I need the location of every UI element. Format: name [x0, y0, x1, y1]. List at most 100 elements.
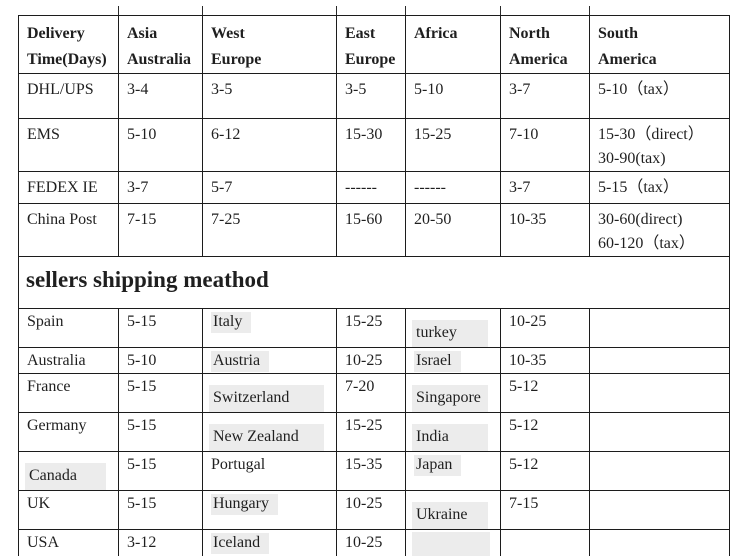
header-cell: North America — [500, 15, 590, 74]
empty-cell — [589, 412, 730, 452]
grid-line-stub — [500, 6, 501, 16]
empty-cell — [500, 529, 590, 556]
days-cell: 5-12 — [500, 451, 590, 491]
empty-cell — [589, 451, 730, 491]
seller-row: Germany 5-15 New Zealand 15-25 India 5-12 — [18, 412, 730, 452]
delivery-days-cell: 15-25 — [405, 118, 501, 172]
delivery-days-cell: 7-15 — [118, 203, 203, 257]
seller-row: Spain 5-15 Italy 15-25 turkey 10-25 — [18, 308, 730, 348]
empty-cell — [405, 529, 501, 556]
empty-cell — [589, 347, 730, 374]
delivery-days-cell: 7-10 — [500, 118, 590, 172]
carrier-row: DHL/UPS 3-4 3-5 3-5 5-10 3-7 5-10（tax） — [18, 73, 730, 119]
days-cell: 7-15 — [500, 490, 590, 530]
country-cell: Portugal — [202, 451, 337, 491]
days-cell: 7-20 — [336, 373, 406, 413]
highlight: Canada — [25, 463, 106, 490]
delivery-days-cell: 3-7 — [118, 171, 203, 204]
header-row: Delivery Time(Days) Asia Australia West Eu… — [18, 15, 730, 74]
days-cell: 5-10 — [118, 347, 203, 374]
days-cell: 5-12 — [500, 373, 590, 413]
delivery-days-cell: 3-5 — [202, 73, 337, 119]
highlight-block — [412, 532, 490, 556]
section-heading-row: sellers shipping meathod — [18, 256, 730, 309]
carrier-name-cell: DHL/UPS — [18, 73, 119, 119]
country-cell: France — [18, 373, 119, 413]
days-cell: 5-15 — [118, 308, 203, 348]
days-cell: 10-35 — [500, 347, 590, 374]
country-cell: Spain — [18, 308, 119, 348]
header-cell: Delivery Time(Days) — [18, 15, 119, 74]
days-cell: 15-25 — [336, 412, 406, 452]
carrier-row: EMS 5-10 6-12 15-30 15-25 7-10 15-30（direct） 3… — [18, 118, 730, 172]
shipping-table-body: Delivery Time(Days) Asia Australia West Eu… — [18, 15, 730, 556]
country-cell: Canada — [18, 451, 119, 491]
delivery-days-cell: 5-7 — [202, 171, 337, 204]
header-cell: East Europe — [336, 15, 406, 74]
empty-cell — [589, 529, 730, 556]
seller-row: USA 3-12 Iceland 10-25 — [18, 529, 730, 556]
country-cell: USA — [18, 529, 119, 556]
days-cell: 15-35 — [336, 451, 406, 491]
days-cell: 3-12 — [118, 529, 203, 556]
delivery-days-cell: 3-5 — [336, 73, 406, 119]
seller-row: Australia 5-10 Austria 10-25 Israel 10-35 — [18, 347, 730, 374]
delivery-days-cell: 5-10 — [405, 73, 501, 119]
empty-cell — [589, 373, 730, 413]
days-cell: 5-15 — [118, 490, 203, 530]
highlight: Iceland — [211, 533, 270, 554]
highlight: turkey — [412, 320, 488, 347]
header-cell: South America — [589, 15, 730, 74]
header-cell: Asia Australia — [118, 15, 203, 74]
header-cell: West Europe — [202, 15, 337, 74]
country-cell: Singapore — [405, 373, 501, 413]
carrier-row: China Post 7-15 7-25 15-60 20-50 10-35 30-60(d… — [18, 203, 730, 257]
seller-row: France 5-15 Switzerland 7-20 Singapore 5-12 — [18, 373, 730, 413]
highlight: India — [412, 424, 488, 451]
delivery-days-cell: 3-7 — [500, 171, 590, 204]
highlight: Switzerland — [209, 385, 324, 412]
grid-line-stub — [336, 6, 337, 16]
delivery-days-cell: 15-30 — [336, 118, 406, 172]
country-cell: UK — [18, 490, 119, 530]
days-cell: 10-25 — [336, 347, 406, 374]
grid-line-stub — [405, 6, 406, 16]
days-cell: 15-25 — [336, 308, 406, 348]
highlight: Japan — [414, 455, 462, 476]
highlight: Austria — [211, 351, 270, 372]
delivery-days-cell: 7-25 — [202, 203, 337, 257]
highlight: Ukraine — [412, 502, 488, 529]
country-cell: turkey — [405, 308, 501, 348]
days-cell: 5-15 — [118, 373, 203, 413]
country-cell: Japan — [405, 451, 501, 491]
delivery-days-cell: ------ — [336, 171, 406, 204]
country-cell: Italy — [202, 308, 337, 348]
header-cell: Africa — [405, 15, 501, 74]
carrier-name-cell: China Post — [18, 203, 119, 257]
empty-cell — [589, 490, 730, 530]
delivery-days-cell: 5-10 — [118, 118, 203, 172]
carrier-row: FEDEX IE 3-7 5-7 ------ ------ 3-7 5-15（tax） — [18, 171, 730, 204]
highlight: Singapore — [412, 385, 488, 412]
delivery-days-cell: ------ — [405, 171, 501, 204]
days-cell: 10-25 — [336, 529, 406, 556]
delivery-days-cell: 15-30（direct） 30-90(tax) — [589, 118, 730, 172]
country-cell: Australia — [18, 347, 119, 374]
country-cell: Iceland — [202, 529, 337, 556]
delivery-days-cell: 10-35 — [500, 203, 590, 257]
days-cell: 10-25 — [500, 308, 590, 348]
country-cell: Ukraine — [405, 490, 501, 530]
grid-line-stub — [589, 6, 590, 16]
country-cell: Israel — [405, 347, 501, 374]
delivery-days-cell: 5-10（tax） — [589, 73, 730, 119]
delivery-days-cell: 20-50 — [405, 203, 501, 257]
highlight: Hungary — [211, 494, 278, 515]
days-cell: 5-12 — [500, 412, 590, 452]
highlight: New Zealand — [209, 424, 324, 451]
carrier-name-cell: FEDEX IE — [18, 171, 119, 204]
country-cell: Switzerland — [202, 373, 337, 413]
shipping-times-table: Delivery Time(Days) Asia Australia West Eu… — [18, 15, 730, 556]
delivery-days-cell: 6-12 — [202, 118, 337, 172]
country-cell: Hungary — [202, 490, 337, 530]
